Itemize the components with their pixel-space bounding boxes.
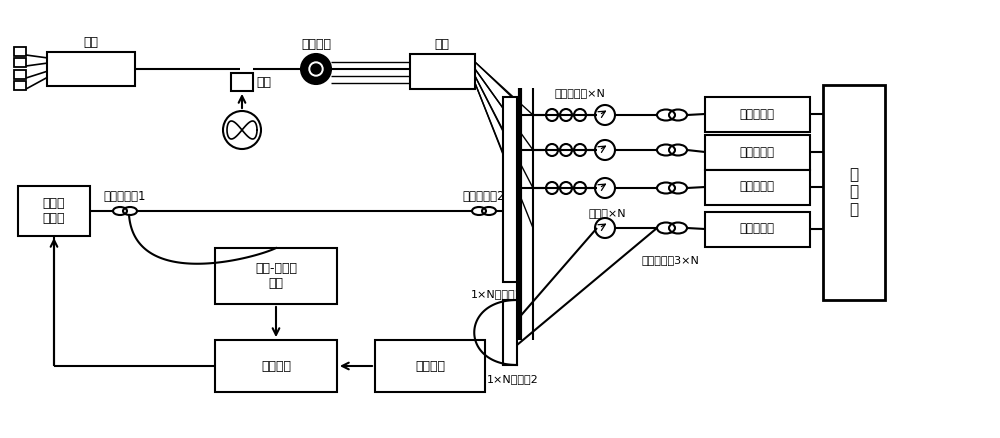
- Text: 扫频信号: 扫频信号: [415, 360, 445, 372]
- Bar: [14, 70, 26, 79]
- Text: 平衡接收机: 平衡接收机: [740, 180, 774, 194]
- Bar: [705, 212, 810, 247]
- Bar: [14, 58, 26, 67]
- Text: 多芯光纤: 多芯光纤: [301, 39, 331, 52]
- Text: 马赫-曾德干
涉仪: 马赫-曾德干 涉仪: [255, 262, 297, 290]
- Bar: [410, 54, 475, 89]
- Bar: [503, 97, 517, 282]
- Text: 1×N耦合器1: 1×N耦合器1: [471, 289, 523, 299]
- Text: 平衡接收机: 平衡接收机: [740, 145, 774, 159]
- Circle shape: [309, 62, 323, 76]
- Bar: [823, 85, 885, 300]
- Text: 偏振控制器×N: 偏振控制器×N: [555, 88, 605, 98]
- Text: 输入: 输入: [434, 38, 450, 50]
- Text: 光锁相环: 光锁相环: [261, 360, 291, 372]
- Text: 输出: 输出: [84, 35, 98, 49]
- Text: 保偏耦合器3×N: 保偏耦合器3×N: [641, 255, 699, 265]
- Bar: [705, 97, 810, 132]
- Bar: [215, 248, 337, 304]
- Bar: [503, 300, 517, 365]
- Bar: [215, 340, 337, 392]
- Bar: [18, 186, 90, 236]
- Bar: [47, 52, 135, 86]
- Text: 环形器×N: 环形器×N: [588, 208, 626, 218]
- Bar: [705, 170, 810, 205]
- Text: 1×N耦合器2: 1×N耦合器2: [487, 374, 539, 384]
- Bar: [231, 73, 253, 91]
- Text: 可调谐
激光器: 可调谐 激光器: [43, 197, 65, 225]
- Text: 保偏耦合器1: 保偏耦合器1: [104, 190, 146, 202]
- Text: 平衡接收机: 平衡接收机: [740, 223, 774, 236]
- Bar: [14, 47, 26, 56]
- Text: 保偏耦合器2: 保偏耦合器2: [463, 190, 505, 202]
- Bar: [705, 135, 810, 170]
- Bar: [14, 81, 26, 90]
- Bar: [375, 340, 485, 392]
- Circle shape: [311, 64, 321, 74]
- Circle shape: [301, 54, 331, 84]
- Text: 振动: 振动: [256, 75, 271, 88]
- Text: 平衡接收机: 平衡接收机: [740, 107, 774, 120]
- Text: 采
集
卡: 采 集 卡: [849, 167, 859, 217]
